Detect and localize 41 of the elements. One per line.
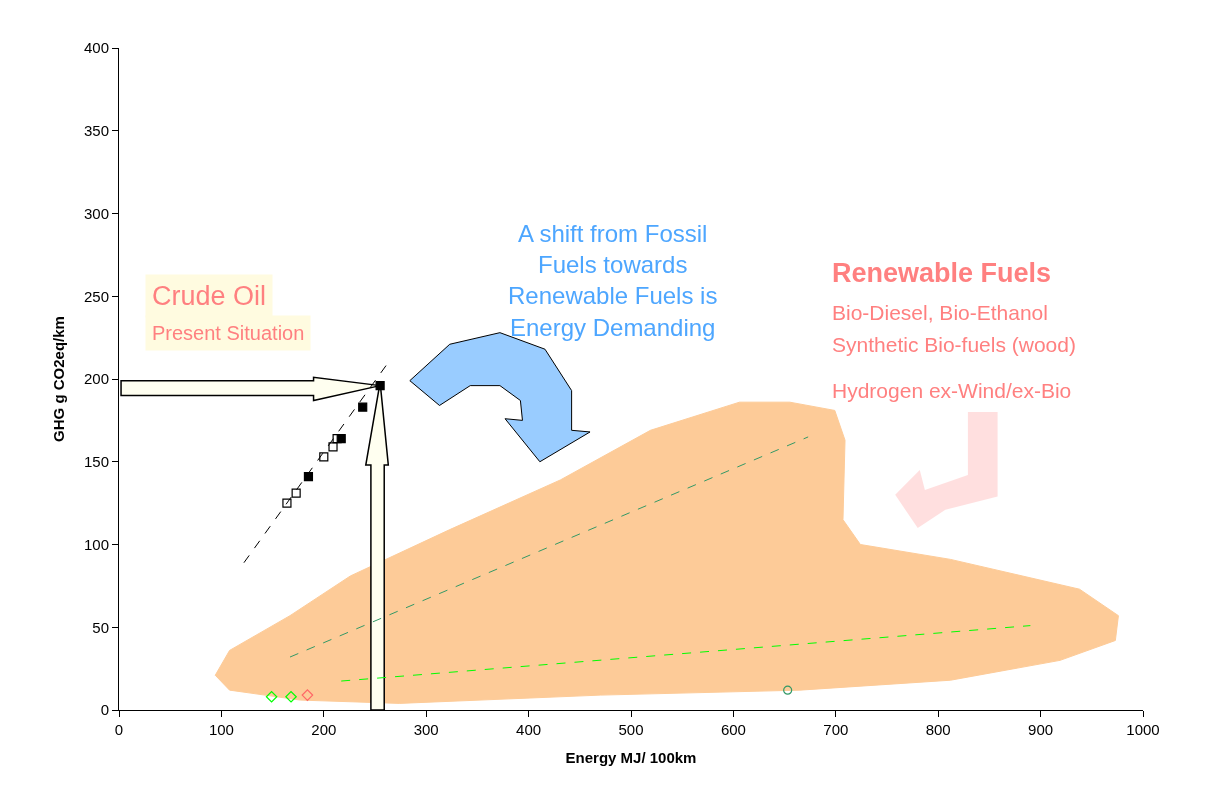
x-axis-title: Energy MJ/ 100km <box>565 749 697 766</box>
y-tick-label: 0 <box>100 701 109 719</box>
point <box>265 690 278 703</box>
point <box>303 472 314 482</box>
y-tick-label: 300 <box>83 204 109 222</box>
x-tick-label: 200 <box>311 721 337 738</box>
x-tick-label: 700 <box>823 721 849 738</box>
y-tick-label: 150 <box>83 453 109 470</box>
point <box>291 488 301 498</box>
x-tick-label: 800 <box>925 721 951 738</box>
point <box>319 452 329 462</box>
y-tick-label: 100 <box>83 535 109 553</box>
annotation: Bio-Diesel, Bio-Ethanol <box>832 301 1048 324</box>
point <box>358 402 368 412</box>
x-tick-label: 300 <box>413 721 439 738</box>
y-tick-label: 350 <box>83 122 109 139</box>
point <box>328 442 338 452</box>
annotation: Present Situation <box>152 322 305 344</box>
point <box>783 685 793 695</box>
y-tick-label: 50 <box>92 618 109 636</box>
x-tick-label: 100 <box>208 721 234 738</box>
x-tick-label: 400 <box>516 721 542 738</box>
annotation: A shift from Fossil Fuels towards Renewable Fuels is Energy Demanding <box>508 220 718 341</box>
y-tick-label: 250 <box>83 287 109 305</box>
x-tick-label: 1000 <box>1126 721 1160 738</box>
x-tick-label: 0 <box>114 721 124 738</box>
y-tick-label: 200 <box>83 370 109 388</box>
point <box>282 498 292 508</box>
y-axis-title: GHG g CO2eq/km <box>50 316 68 442</box>
y-tick-label: 400 <box>83 39 109 57</box>
annotation: Hydrogen ex-Wind/ex-Bio <box>832 379 1072 402</box>
x-tick-label: 900 <box>1028 721 1054 738</box>
annotation: Synthetic Bio-fuels (wood) <box>832 333 1076 356</box>
annotation: Renewable Fuels <box>832 258 1052 288</box>
point <box>375 381 385 391</box>
point <box>285 690 297 703</box>
x-tick-label: 600 <box>720 721 746 738</box>
point <box>301 689 314 701</box>
annotation: Crude Oil <box>152 281 267 311</box>
point <box>336 433 346 444</box>
x-tick-label: 500 <box>618 721 644 738</box>
